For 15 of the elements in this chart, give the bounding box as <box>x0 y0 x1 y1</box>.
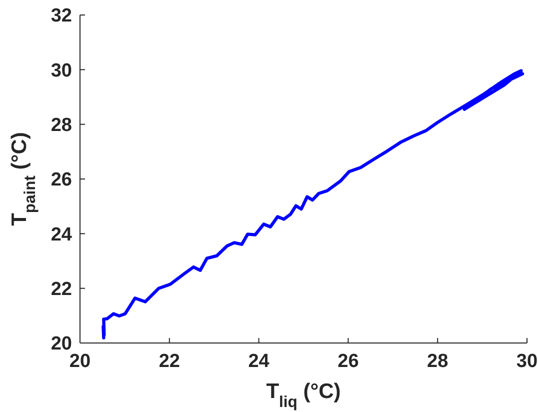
y-tick-label: 28 <box>50 114 72 136</box>
y-tick-label: 30 <box>50 60 72 82</box>
x-tick-label: 30 <box>516 351 538 372</box>
y-tick-label: 22 <box>50 278 72 300</box>
y-tick-label: 20 <box>50 334 72 355</box>
x-tick-label: 22 <box>158 351 180 372</box>
x-tick-label: 28 <box>427 351 448 372</box>
x-axis-title: T$_{liq}$ (°C) <box>266 380 341 410</box>
y-tick-label: 26 <box>50 170 72 191</box>
line-series <box>102 69 524 340</box>
x-tick-label: 20 <box>69 351 91 372</box>
y-tick-label: 24 <box>50 224 72 246</box>
x-tick-label: 24 <box>248 351 270 372</box>
y-tick-label: 32 <box>50 6 72 27</box>
x-tick-label: 26 <box>338 351 359 372</box>
